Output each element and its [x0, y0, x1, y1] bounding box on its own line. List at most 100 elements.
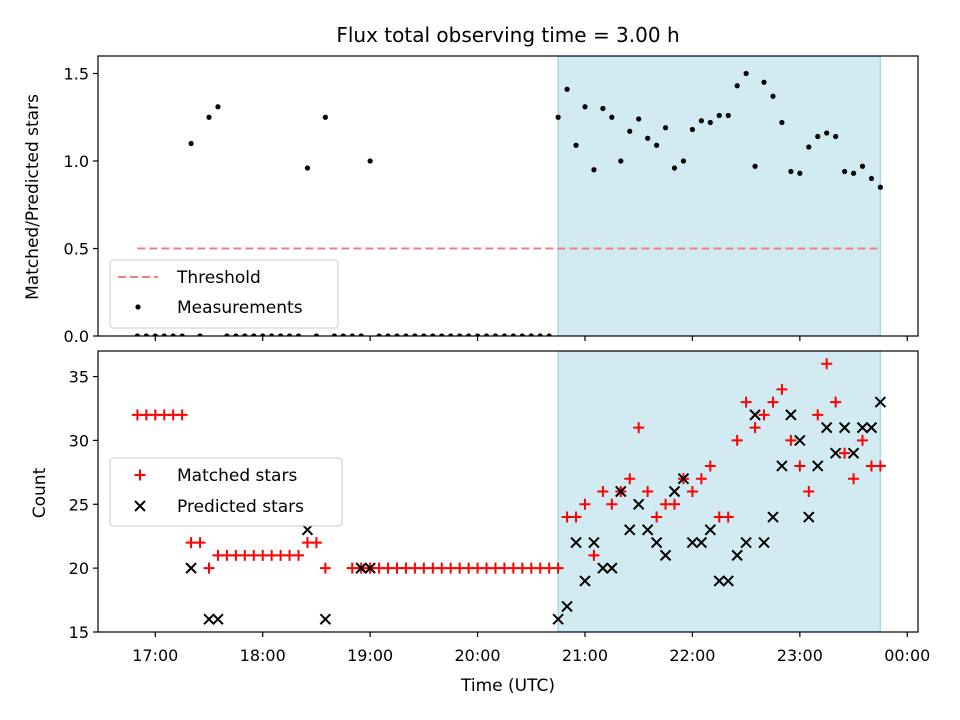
predicted-star-point — [758, 536, 770, 549]
predicted-star-point — [319, 613, 332, 625]
predicted-star-point — [579, 575, 591, 587]
measurement-point — [752, 163, 758, 169]
predicted-star-point — [668, 485, 681, 498]
measurement-point — [725, 112, 731, 119]
legend-predicted-swatch — [134, 500, 146, 512]
measurement-point — [877, 184, 884, 190]
top-y-tick-label: 0.5 — [64, 240, 89, 259]
measurement-point — [286, 333, 293, 336]
measurement-point — [233, 333, 239, 336]
top-y-tick-label: 0.0 — [64, 327, 89, 346]
predicted-star-point — [847, 447, 860, 459]
bottom-series-1 — [185, 396, 887, 625]
measurement-point — [600, 105, 606, 112]
legend-box — [109, 259, 339, 329]
predicted-star-point — [874, 396, 887, 408]
measurement-point — [403, 333, 409, 336]
measurement-point — [295, 333, 302, 336]
predicted-star-point — [677, 473, 690, 485]
bottom-plot-area — [131, 351, 887, 632]
predicted-star-point — [364, 562, 376, 574]
x-tick-label: 19:00 — [347, 646, 393, 665]
measurement-point — [707, 119, 713, 126]
measurement-point — [242, 333, 248, 336]
matched-star-point — [310, 537, 322, 549]
measurement-point — [761, 79, 767, 85]
matched-star-point — [633, 422, 645, 434]
matched-star-point — [785, 434, 797, 446]
measurement-point — [591, 167, 597, 173]
matched-star-point — [839, 447, 851, 459]
measurement-point — [331, 333, 337, 336]
matched-star-point — [740, 396, 752, 408]
matched-star-point — [758, 409, 770, 421]
matched-star-point — [874, 460, 886, 472]
predicted-star-point — [561, 600, 573, 613]
top-legend: Threshold Measurements — [109, 259, 339, 329]
predicted-star-point — [713, 575, 725, 587]
matched-star-point — [570, 511, 582, 523]
bottom-y-tick-label: 25 — [69, 495, 89, 514]
predicted-star-point — [704, 524, 717, 536]
measurement-point — [278, 333, 284, 336]
predicted-star-point — [722, 575, 734, 587]
matched-star-point — [293, 549, 305, 561]
measurement-point — [376, 333, 382, 336]
measurement-point — [841, 168, 848, 175]
bottom-y-axis-label: Count — [30, 467, 50, 518]
x-tick-label: 17:00 — [132, 646, 178, 665]
measurement-point — [224, 333, 230, 336]
measurement-point — [698, 118, 704, 124]
bottom-series-0 — [131, 358, 886, 574]
top-plot-area — [134, 56, 884, 336]
top-axes-frame — [97, 55, 919, 337]
measurement-point — [358, 333, 364, 336]
bottom-legend: Matched stars Predicted stars — [109, 457, 343, 527]
matched-star-point — [319, 562, 331, 574]
predicted-star-point — [624, 524, 636, 536]
measurement-point — [519, 333, 525, 336]
measurement-point — [313, 333, 320, 336]
measurement-point — [868, 175, 875, 182]
legend-matched-label: Matched stars — [177, 466, 297, 486]
predicted-star-point — [212, 613, 224, 625]
measurement-point — [349, 333, 355, 336]
matched-star-point — [669, 498, 681, 510]
matched-star-point — [579, 498, 591, 510]
measurement-point — [689, 126, 696, 133]
matched-star-point — [767, 396, 779, 408]
predicted-star-point — [570, 536, 582, 549]
measurement-point — [430, 333, 436, 336]
measurement-point — [627, 128, 633, 134]
predicted-star-point — [856, 421, 869, 434]
measurement-point — [439, 333, 445, 336]
predicted-star-point — [865, 421, 878, 434]
predicted-star-point — [686, 536, 699, 549]
measurement-point — [501, 333, 508, 336]
measurement-point — [483, 333, 490, 336]
predicted-star-point — [785, 409, 797, 421]
measurement-point — [824, 130, 830, 136]
matched-star-point — [722, 511, 734, 523]
measurement-point — [322, 114, 328, 120]
x-tick-label: 23:00 — [777, 646, 823, 665]
measurement-point — [859, 163, 866, 169]
measurement-point — [770, 93, 776, 99]
matched-star-point — [588, 549, 600, 561]
measurement-point — [788, 168, 794, 175]
legend-box — [109, 457, 343, 527]
matched-star-point — [686, 486, 698, 497]
measurement-point — [662, 125, 669, 131]
legend-predicted-label: Predicted stars — [177, 497, 304, 517]
predicted-star-point — [740, 536, 752, 549]
x-axis-label: Time (UTC) — [460, 676, 555, 696]
predicted-star-point — [641, 524, 654, 536]
top-series-0 — [134, 70, 884, 336]
measurement-point — [716, 112, 722, 119]
matched-star-point — [821, 358, 833, 370]
chart-title: Flux total observing time = 3.00 h — [336, 23, 679, 47]
matched-star-point — [803, 486, 815, 497]
matched-star-point — [597, 486, 609, 497]
measurement-point — [564, 86, 570, 92]
bottom-y-tick-label: 35 — [69, 368, 89, 387]
